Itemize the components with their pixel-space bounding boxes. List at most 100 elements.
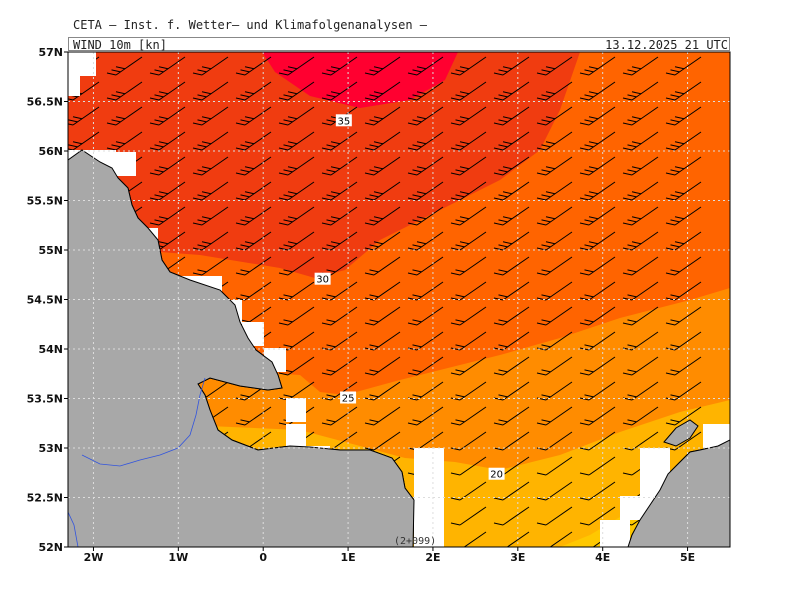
wind-barb	[235, 56, 272, 76]
wind-barb	[278, 81, 315, 101]
band-30	[68, 52, 580, 278]
wind-barb	[149, 131, 186, 151]
wind-barb	[321, 56, 358, 76]
y-tick-label: 53N	[38, 442, 63, 455]
wind-barb	[463, 531, 487, 547]
wind-barb	[235, 131, 272, 151]
y-tick-label: 53.5N	[27, 393, 63, 406]
wind-barb	[407, 331, 444, 351]
wind-barb	[665, 56, 702, 76]
wind-barb	[579, 231, 616, 251]
wind-barb	[665, 131, 702, 151]
wind-barb	[278, 256, 315, 276]
y-tick-label: 52N	[38, 541, 63, 554]
wind-barb	[622, 206, 659, 226]
valid-time: 13.12.2025 21 UTC	[605, 38, 728, 52]
wind-barb	[665, 206, 702, 226]
river-humber	[81, 377, 206, 467]
wind-barb	[536, 256, 573, 276]
y-tick-label: 54N	[38, 343, 63, 356]
wind-barb	[493, 431, 530, 451]
wind-barb	[278, 131, 315, 151]
wind-barb	[536, 131, 573, 151]
wind-barb	[278, 181, 315, 201]
wind-barb	[450, 456, 487, 476]
river-west	[68, 511, 79, 547]
wind-barb	[493, 406, 530, 426]
wind-barb	[235, 206, 272, 226]
wind-barb	[622, 181, 659, 201]
wind-barb	[450, 306, 487, 326]
land-texel	[663, 419, 699, 447]
wind-barb	[235, 256, 272, 276]
corner-note: (2+099)	[394, 536, 436, 547]
wind-barb	[364, 106, 401, 126]
wind-barb	[450, 331, 487, 351]
wind-barb	[536, 306, 573, 326]
wind-barb	[235, 406, 272, 426]
wind-barb	[622, 231, 659, 251]
wind-barb	[622, 106, 659, 126]
contour-label-bg	[340, 391, 357, 404]
wind-barb	[321, 131, 358, 151]
wind-barb	[407, 281, 444, 301]
wind-barb	[665, 406, 702, 426]
wind-barb	[493, 81, 530, 101]
x-tick-label: 5E	[680, 551, 695, 564]
wind-barb	[149, 81, 186, 101]
y-tick-label: 54.5N	[27, 294, 63, 307]
wind-barb	[622, 81, 659, 101]
wind-barb	[450, 431, 487, 451]
wind-barb	[579, 131, 616, 151]
wind-barb	[579, 506, 616, 526]
wind-barb	[192, 106, 229, 126]
wind-barb	[536, 456, 573, 476]
contour-label-bg	[314, 272, 331, 285]
wind-barb	[536, 331, 573, 351]
band-35	[262, 52, 458, 108]
wind-barb	[364, 56, 401, 76]
wind-barb	[149, 106, 186, 126]
wind-barb	[579, 456, 616, 476]
wind-barb	[622, 331, 659, 351]
wind-barb	[364, 181, 401, 201]
wind-barb	[450, 356, 487, 376]
wind-barb	[579, 206, 616, 226]
wind-barb	[579, 156, 616, 176]
graticule	[68, 52, 730, 547]
wind-barb	[622, 56, 659, 76]
wind-barb	[665, 106, 702, 126]
no-data-cell	[286, 424, 306, 448]
wind-barb	[665, 81, 702, 101]
y-tick-label: 55N	[38, 244, 63, 257]
wind-barb	[493, 481, 530, 501]
wind-barb	[235, 81, 272, 101]
no-data-cell	[68, 52, 96, 76]
wind-barb	[622, 406, 659, 426]
contour-label: 35	[337, 116, 350, 127]
wind-barb	[493, 356, 530, 376]
wind-barb	[192, 256, 229, 276]
y-tick-label: 57N	[38, 46, 63, 59]
x-tick-label: 3E	[510, 551, 525, 564]
wind-barb	[278, 206, 315, 226]
wind-barb	[321, 181, 358, 201]
wind-barb	[536, 231, 573, 251]
wind-barb	[278, 231, 315, 251]
wind-barb	[321, 306, 358, 326]
wind-barb	[493, 306, 530, 326]
y-tick-label: 56.5N	[27, 96, 63, 109]
contour-label: 30	[316, 275, 329, 286]
chart-title: CETA — Inst. f. Wetter— und Klimafolgena…	[73, 18, 428, 32]
wind-barb	[665, 356, 702, 376]
y-tick-label: 56N	[38, 145, 63, 158]
wind-barb	[665, 156, 702, 176]
x-tick-label: 2E	[425, 551, 440, 564]
field-label: WIND 10m [kn]	[73, 38, 167, 52]
wind-barb	[536, 206, 573, 226]
wind-barb	[192, 206, 229, 226]
wind-barb	[235, 106, 272, 126]
wind-barb	[536, 481, 573, 501]
wind-barb	[450, 131, 487, 151]
no-data-cell	[114, 152, 136, 176]
